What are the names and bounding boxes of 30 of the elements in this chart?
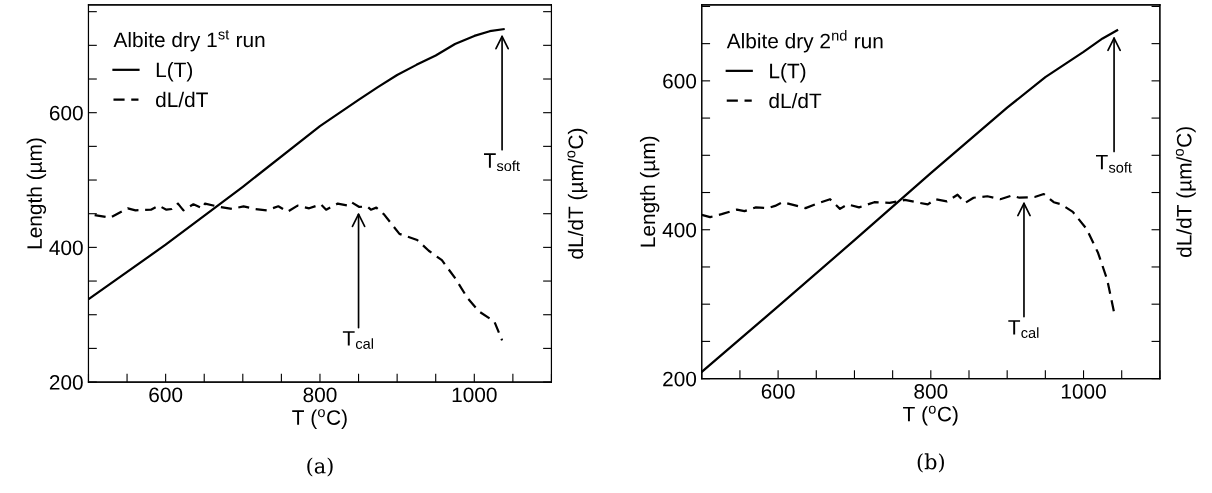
y-axis-title: Length (µm) — [639, 136, 660, 247]
legend-label: dL/dT — [156, 91, 208, 108]
y2-axis-title: dL/dT (µm/$^{o}$C) — [567, 128, 588, 259]
legend-label: dL/dT — [769, 92, 822, 109]
text: (b) — [917, 453, 944, 473]
y-tick-label: 400 — [662, 222, 697, 238]
annotation: T$_{soft}$ — [484, 153, 520, 172]
x-tick-label: 800 — [914, 384, 948, 399]
x-tick-label: 800 — [303, 387, 337, 403]
y-tick-label: 200 — [49, 375, 83, 390]
x-axis-title: T ($^{o}$C) — [292, 409, 347, 429]
legend-title: Albite dry 1$^{st}$ run — [113, 29, 265, 52]
text: (a) — [307, 457, 333, 477]
legend-label: L(T) — [156, 62, 193, 82]
x-axis-title: T ($^{o}$C) — [903, 405, 958, 426]
y-tick-label: 600 — [663, 73, 697, 89]
annotation: T$_{soft}$ — [1096, 154, 1132, 173]
x-tick-label: 600 — [149, 387, 183, 403]
y2-axis-title: dL/dT (µm/$^{o}$C) — [1175, 127, 1196, 257]
annotation: T$_{cal}$ — [1008, 320, 1039, 339]
x-tick-label: 1000 — [452, 387, 497, 403]
y-tick-label: 200 — [663, 371, 697, 387]
y-tick-label: 600 — [49, 105, 83, 121]
annotation: T$_{cal}$ — [342, 331, 373, 349]
x-tick-label: 1000 — [1061, 384, 1106, 399]
legend-label: L(T) — [770, 63, 806, 83]
y-axis-title: Length (µm) — [26, 138, 47, 249]
y-tick-label: 400 — [49, 240, 83, 256]
legend-title: Albite dry 2$^{nd}$ run — [726, 29, 883, 53]
x-tick-label: 600 — [761, 384, 795, 399]
